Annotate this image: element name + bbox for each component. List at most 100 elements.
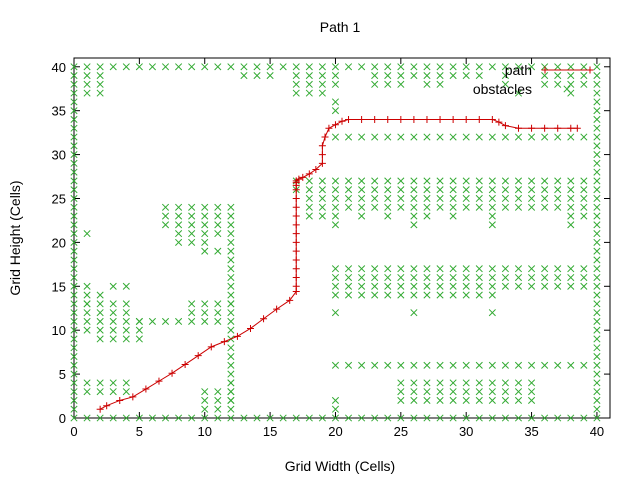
obstacle-point <box>410 133 418 141</box>
obstacle-point <box>580 194 588 203</box>
obstacle-point <box>436 291 444 299</box>
obstacle-point <box>292 80 300 88</box>
obstacle-point <box>488 388 496 396</box>
obstacle-point <box>436 72 444 80</box>
obstacle-point <box>148 317 156 325</box>
obstacle-point <box>344 203 353 211</box>
obstacle-point <box>227 203 235 211</box>
obstacle-point <box>331 212 340 220</box>
obstacle-point <box>488 221 496 229</box>
obstacle-point <box>462 194 470 203</box>
obstacle-point <box>528 133 536 141</box>
path-point <box>292 212 300 220</box>
obstacle-point <box>541 414 549 422</box>
obstacle-point <box>580 63 588 71</box>
obstacle-point <box>201 388 209 396</box>
path-point <box>501 122 509 130</box>
obstacle-point <box>593 396 601 404</box>
obstacle-point <box>501 133 509 141</box>
obstacle-point <box>201 317 209 325</box>
obstacle-point <box>331 405 340 413</box>
obstacle-point <box>109 379 117 387</box>
path-point <box>318 151 326 159</box>
obstacle-point <box>358 63 366 71</box>
obstacle-point <box>410 265 418 273</box>
obstacle-point <box>423 379 431 387</box>
obstacle-point <box>344 291 353 299</box>
x-tick-label: 30 <box>459 424 473 439</box>
obstacle-point <box>462 379 470 387</box>
obstacle-point <box>397 63 405 71</box>
obstacle-point <box>410 396 418 404</box>
obstacle-point <box>462 282 470 290</box>
obstacle-point <box>83 80 91 88</box>
obstacle-point <box>436 80 444 88</box>
obstacle-point <box>449 212 457 220</box>
obstacle-point <box>423 388 431 396</box>
obstacle-point <box>227 282 235 290</box>
obstacle-point <box>240 414 248 422</box>
obstacle-point <box>410 194 418 203</box>
obstacle-point <box>279 63 287 71</box>
obstacle-point <box>449 63 457 71</box>
obstacle-point <box>331 177 340 185</box>
obstacle-point <box>227 273 235 282</box>
obstacle-point <box>436 186 444 194</box>
obstacle-point <box>462 133 470 141</box>
obstacle-point <box>96 379 104 387</box>
obstacle-point <box>488 133 496 141</box>
obstacle-point <box>109 309 117 317</box>
obstacle-point <box>331 361 340 369</box>
path-point <box>449 115 457 123</box>
obstacle-point <box>567 72 575 80</box>
obstacle-point <box>593 238 601 246</box>
obstacle-point <box>371 282 379 290</box>
obstacle-point <box>266 72 274 80</box>
obstacle-point <box>253 414 261 422</box>
obstacle-point <box>593 265 601 273</box>
obstacle-point <box>449 273 457 282</box>
obstacle-point <box>501 282 509 290</box>
obstacle-point <box>475 273 483 282</box>
path-point <box>371 115 379 123</box>
obstacle-point <box>70 63 78 71</box>
obstacle-point <box>541 265 549 273</box>
obstacle-point <box>410 221 418 229</box>
obstacle-point <box>593 98 601 106</box>
obstacle-point <box>488 414 496 422</box>
obstacle-point <box>593 361 601 369</box>
obstacle-point <box>214 230 222 238</box>
obstacle-point <box>305 212 313 220</box>
obstacle-point <box>541 282 549 290</box>
obstacle-point <box>70 72 78 80</box>
obstacle-point <box>449 388 457 396</box>
obstacle-point <box>436 203 444 211</box>
obstacle-point <box>567 221 575 229</box>
obstacle-point <box>70 230 78 238</box>
obstacle-point <box>122 309 130 317</box>
obstacle-point <box>201 396 209 404</box>
obstacle-point <box>175 212 183 220</box>
obstacle-point <box>475 177 483 185</box>
obstacle-point <box>201 247 209 255</box>
obstacle-point <box>488 194 496 203</box>
path-point <box>103 402 111 410</box>
obstacle-point <box>318 186 326 194</box>
obstacle-point <box>410 273 418 282</box>
obstacle-point <box>384 282 392 290</box>
obstacle-point <box>201 414 209 422</box>
obstacle-point <box>96 335 104 343</box>
obstacle-point <box>70 370 78 378</box>
legend: path obstacles <box>473 62 594 97</box>
obstacle-point <box>528 361 536 369</box>
path-point <box>286 296 294 304</box>
obstacle-point <box>580 203 588 211</box>
obstacle-point <box>593 247 601 255</box>
obstacle-point <box>423 414 431 422</box>
obstacle-point <box>554 361 562 369</box>
obstacle-point <box>344 133 353 141</box>
obstacle-point <box>593 344 601 352</box>
obstacle-point <box>397 379 405 387</box>
path-point <box>331 121 339 129</box>
